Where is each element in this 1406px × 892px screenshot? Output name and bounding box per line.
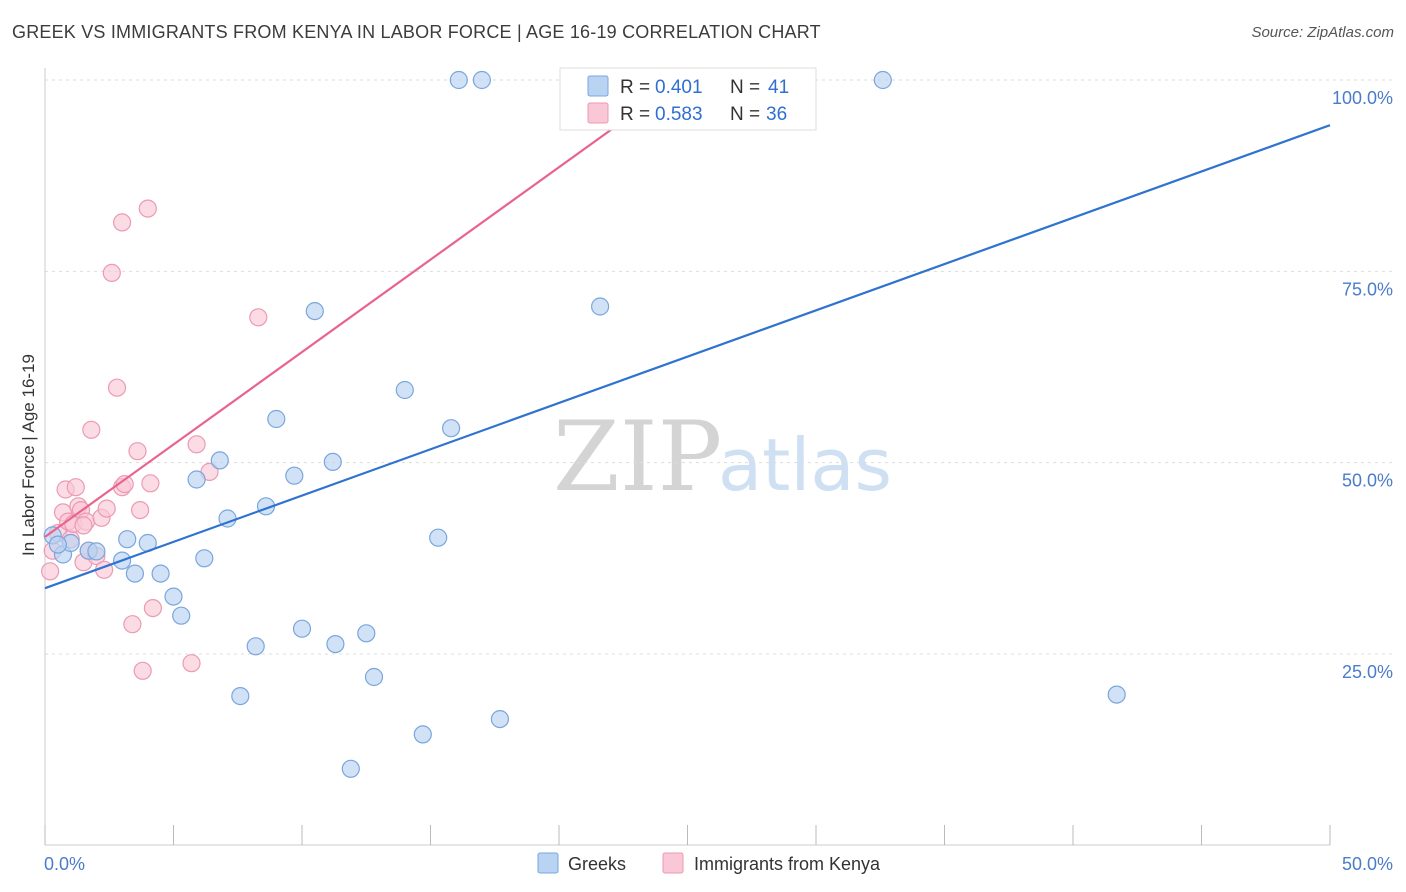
legend-r-value-kenya: 0.583 xyxy=(655,104,703,125)
greek-point-27 xyxy=(395,380,414,400)
greek-point-20 xyxy=(292,619,312,638)
y-tick-label-100: 100.0% xyxy=(1332,88,1393,108)
stats-legend: R = 0.401 N = 41 R = 0.583 N = 36 xyxy=(559,67,817,131)
greek-point-40 xyxy=(87,542,106,561)
bottom-legend-label-greeks: Greeks xyxy=(568,854,626,874)
legend-n-label-kenya: N = xyxy=(730,104,760,125)
x-tick-label-min: 0.0% xyxy=(44,854,85,874)
legend-r-label-greeks: R = xyxy=(620,77,650,98)
greek-point-28 xyxy=(413,725,432,744)
legend-n-label-greeks: N = xyxy=(730,77,760,98)
greek-point-24 xyxy=(341,759,360,778)
greeks-trend-line xyxy=(44,124,1331,590)
greek-point-15 xyxy=(231,686,250,706)
series-legend: Greeks Immigrants from Kenya xyxy=(537,852,881,874)
kenya-point-31 xyxy=(182,654,201,673)
greek-point-12 xyxy=(195,549,214,568)
greek-point-4 xyxy=(118,530,137,549)
y-axis-label: In Labor Force | Age 16-19 xyxy=(19,354,38,556)
greek-point-11 xyxy=(187,470,206,489)
kenya-point-20 xyxy=(107,378,127,397)
greek-point-30 xyxy=(442,419,461,438)
greek-point-6 xyxy=(125,564,144,583)
kenya-point-27 xyxy=(133,661,152,680)
x-tick-label-max: 50.0% xyxy=(1342,854,1393,874)
bottom-legend-label-kenya: Immigrants from Kenya xyxy=(694,854,881,874)
legend-n-value-kenya: 36 xyxy=(766,104,787,125)
watermark-atlas: atlas xyxy=(718,423,892,507)
axes xyxy=(44,68,1331,846)
y-tick-label-75: 75.0% xyxy=(1342,279,1393,299)
greek-point-29 xyxy=(429,528,448,547)
chart-title: GREEK VS IMMIGRANTS FROM KENYA IN LABOR … xyxy=(12,22,821,42)
legend-swatch-kenya xyxy=(587,102,609,124)
kenya-point-23 xyxy=(112,213,132,232)
greek-point-23 xyxy=(326,634,345,654)
legend-swatch-greeks xyxy=(587,75,609,97)
kenya-point-32 xyxy=(187,435,206,454)
legend-n-value-greeks: 41 xyxy=(768,77,789,98)
legend-r-label-kenya: R = xyxy=(620,104,650,125)
greek-point-26 xyxy=(364,667,384,687)
greek-point-16 xyxy=(246,637,265,656)
kenya-point-19 xyxy=(102,263,121,282)
greek-point-32 xyxy=(472,70,491,90)
greek-point-18 xyxy=(267,409,286,429)
greek-point-37 xyxy=(873,70,892,90)
greek-point-9 xyxy=(164,587,183,606)
y-tick-label-50: 50.0% xyxy=(1342,471,1393,491)
kenya-point-28 xyxy=(138,199,157,218)
kenya-point-35 xyxy=(74,516,93,535)
bottom-legend-swatch-greeks xyxy=(537,852,559,874)
legend-r-value-greeks: 0.401 xyxy=(655,77,703,98)
greek-point-31 xyxy=(449,70,468,90)
greek-point-36 xyxy=(590,297,610,316)
source-label: Source: ZipAtlas.com xyxy=(1251,24,1394,41)
greek-point-19 xyxy=(285,466,304,485)
greek-point-8 xyxy=(151,564,170,583)
watermark-zip: ZIP xyxy=(553,401,722,513)
kenya-point-34 xyxy=(249,308,268,327)
greek-point-22 xyxy=(323,452,342,471)
kenya-point-25 xyxy=(128,442,147,461)
kenya-trend-line xyxy=(44,77,684,538)
greek-point-38 xyxy=(1107,685,1126,704)
kenya-series xyxy=(40,199,268,680)
y-tick-labels: 25.0% 50.0% 75.0% 100.0% xyxy=(1332,88,1393,682)
kenya-point-8 xyxy=(66,478,85,497)
kenya-point-18 xyxy=(97,499,116,518)
kenya-point-29 xyxy=(141,474,160,493)
greek-point-25 xyxy=(357,624,376,643)
greek-point-21 xyxy=(305,302,324,321)
kenya-point-0 xyxy=(40,562,60,581)
greek-point-10 xyxy=(172,606,191,625)
kenya-point-22 xyxy=(115,475,134,494)
y-tick-label-25: 25.0% xyxy=(1342,662,1393,682)
kenya-point-30 xyxy=(143,598,162,618)
kenya-point-24 xyxy=(123,615,142,634)
greek-point-13 xyxy=(210,451,229,470)
bottom-legend-swatch-kenya xyxy=(662,852,684,874)
greek-point-33 xyxy=(490,709,509,729)
kenya-point-14 xyxy=(82,420,101,439)
trend-lines xyxy=(44,77,1331,590)
grid-lines xyxy=(45,79,1393,655)
kenya-point-26 xyxy=(131,501,150,520)
greek-point-39 xyxy=(48,535,68,554)
